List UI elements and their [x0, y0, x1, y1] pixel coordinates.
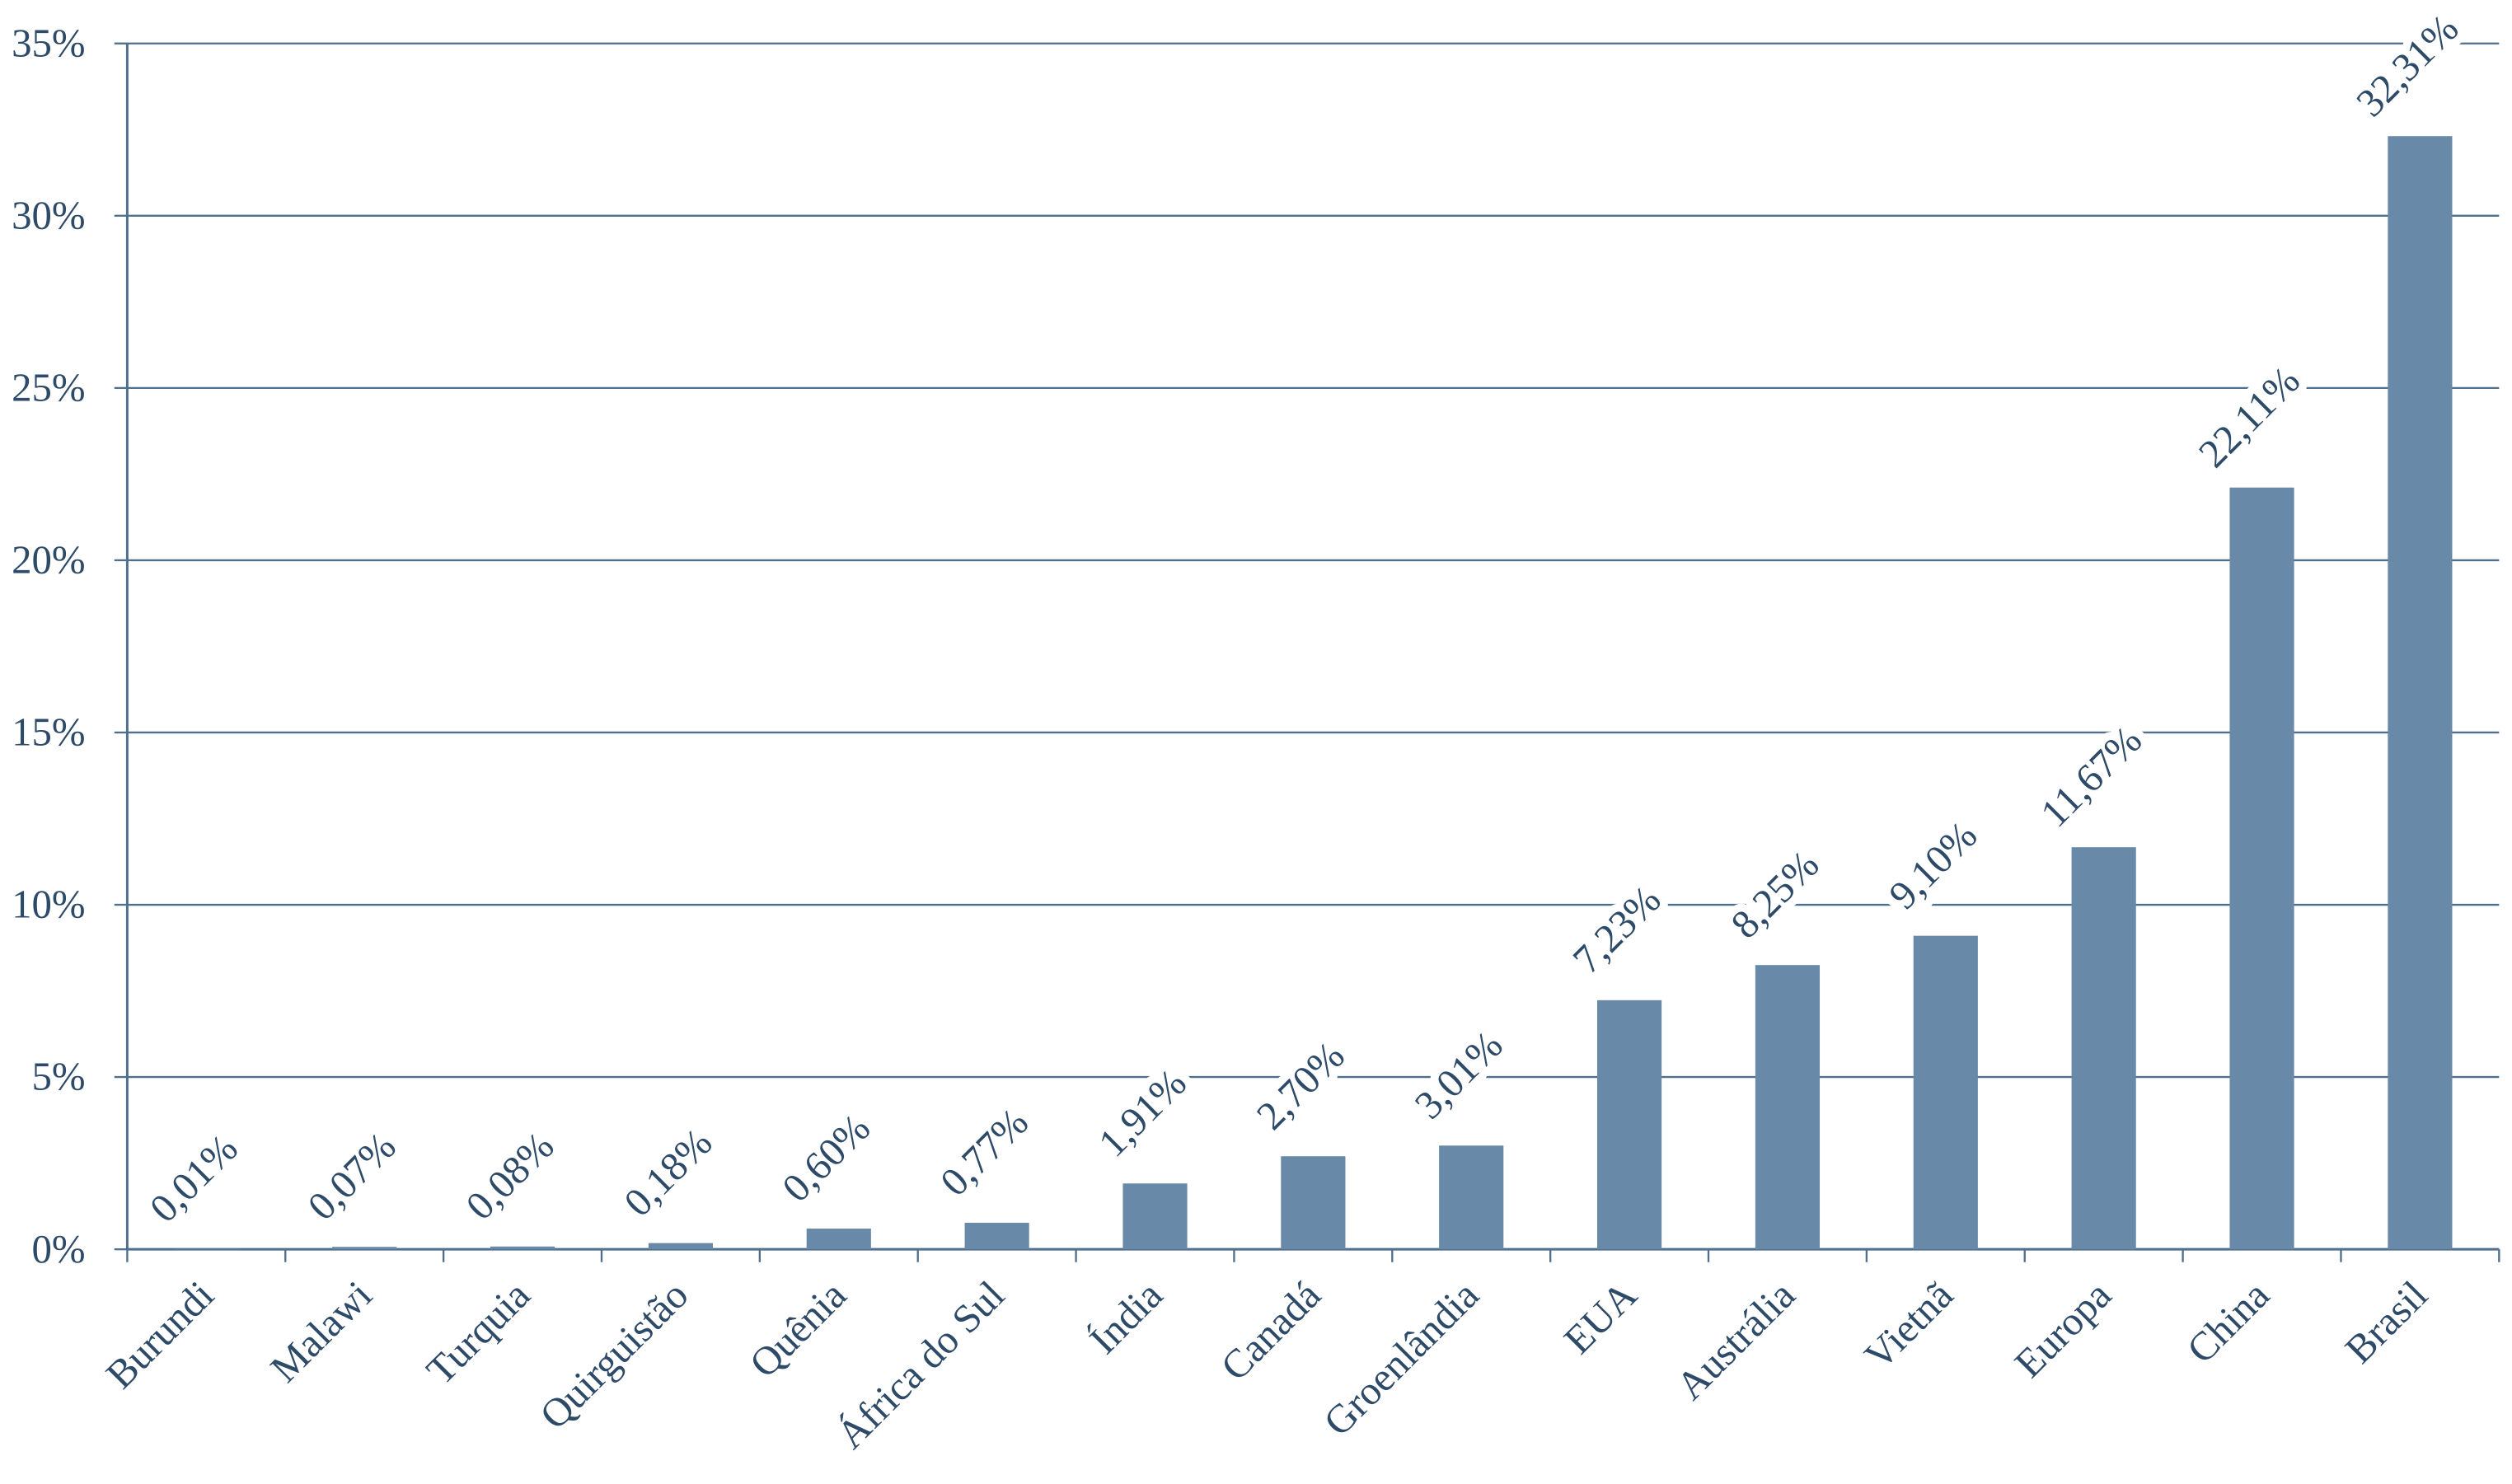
value-label: 1,91%	[1090, 1060, 1195, 1165]
x-tick-label: China	[2178, 1272, 2278, 1372]
x-tick-label: Burundi	[97, 1272, 223, 1397]
value-label: 7,23%	[1563, 877, 1669, 982]
y-tick-label: 25%	[12, 364, 86, 410]
value-label: 0,01%	[141, 1126, 246, 1231]
value-label: 22,11%	[2190, 358, 2308, 476]
bar	[806, 1229, 871, 1250]
bar	[1281, 1156, 1346, 1250]
y-tick-label: 5%	[32, 1054, 86, 1099]
y-tick-label: 10%	[12, 882, 86, 927]
bar	[332, 1247, 397, 1250]
value-label: 0,60%	[773, 1105, 879, 1210]
y-tick-label: 15%	[12, 709, 86, 755]
bar	[2071, 847, 2136, 1250]
x-tick-label: Turquia	[418, 1272, 539, 1393]
value-label: 0,77%	[931, 1099, 1037, 1205]
value-label: 0,07%	[299, 1123, 405, 1229]
value-label: 9,10%	[1880, 812, 1985, 918]
x-tick-label: Vietnã	[1855, 1272, 1961, 1379]
x-tick-label: Quênia	[741, 1272, 855, 1387]
x-tick-label: Canadá	[1211, 1272, 1329, 1389]
x-tick-label: Índia	[1080, 1272, 1171, 1363]
value-label: 3,01%	[1406, 1022, 1511, 1127]
y-tick-label: 30%	[12, 192, 86, 237]
y-tick-label: 35%	[12, 20, 86, 65]
value-label: 8,25%	[1722, 841, 1827, 947]
x-tick-label: Brasil	[2336, 1272, 2436, 1372]
bar	[1122, 1183, 1188, 1250]
value-label: 32,31%	[2347, 6, 2467, 125]
value-label: 0,18%	[615, 1120, 720, 1225]
bar	[964, 1222, 1029, 1250]
bar	[2229, 487, 2294, 1250]
x-tick-label: Groenlândia	[1315, 1272, 1488, 1445]
x-tick-label: África do Sul	[827, 1272, 1013, 1458]
x-tick-label: EUA	[1555, 1272, 1646, 1363]
bar	[1439, 1145, 1504, 1250]
bar	[2388, 136, 2453, 1250]
value-label: 2,70%	[1248, 1032, 1353, 1138]
bar	[490, 1246, 555, 1250]
y-tick-label: 0%	[32, 1226, 86, 1271]
x-tick-label: Quirguistão	[531, 1272, 696, 1438]
value-label: 0,08%	[457, 1123, 562, 1229]
bar	[648, 1243, 713, 1250]
bar	[1913, 935, 1978, 1250]
x-tick-label: Europa	[2006, 1272, 2121, 1387]
x-tick-label: Austrália	[1667, 1272, 1803, 1408]
bar	[1597, 999, 1662, 1250]
value-label: 11,67%	[2032, 717, 2150, 836]
bar	[1755, 965, 1821, 1250]
y-tick-label: 20%	[12, 537, 86, 583]
x-tick-label: Malawi	[261, 1272, 380, 1391]
